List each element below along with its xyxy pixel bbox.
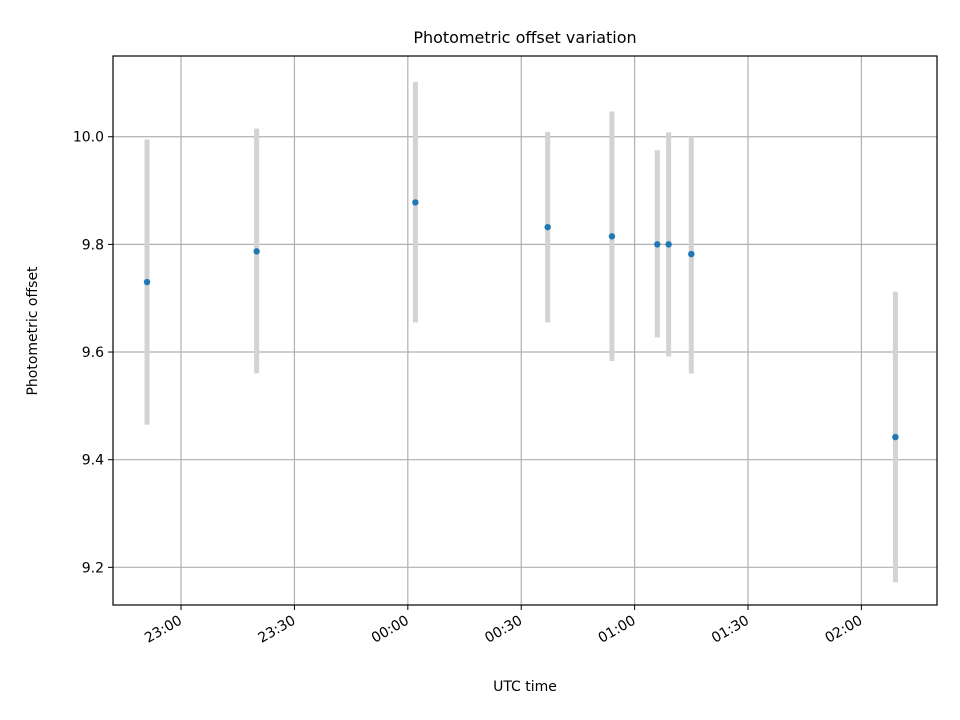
chart-title: Photometric offset variation bbox=[413, 28, 636, 47]
x-axis-label: UTC time bbox=[493, 679, 557, 695]
grid bbox=[113, 56, 937, 605]
data-point bbox=[892, 433, 899, 441]
y-tick-label: 9.6 bbox=[82, 345, 104, 361]
y-tick-label: 9.8 bbox=[82, 237, 104, 253]
axes-frame bbox=[112, 55, 938, 606]
data-point bbox=[143, 278, 151, 286]
y-axis-label: Photometric offset bbox=[25, 266, 41, 396]
data-point bbox=[654, 241, 661, 248]
data-point bbox=[608, 233, 616, 240]
y-tick-label: 9.4 bbox=[82, 453, 104, 469]
data-point bbox=[544, 223, 551, 231]
y-tick-label: 10.0 bbox=[73, 130, 104, 146]
data-points bbox=[143, 199, 899, 441]
y-tick-label: 9.2 bbox=[82, 560, 104, 576]
data-point bbox=[665, 241, 672, 248]
data-point bbox=[688, 250, 695, 258]
data-point bbox=[253, 248, 260, 255]
data-point bbox=[412, 199, 419, 206]
